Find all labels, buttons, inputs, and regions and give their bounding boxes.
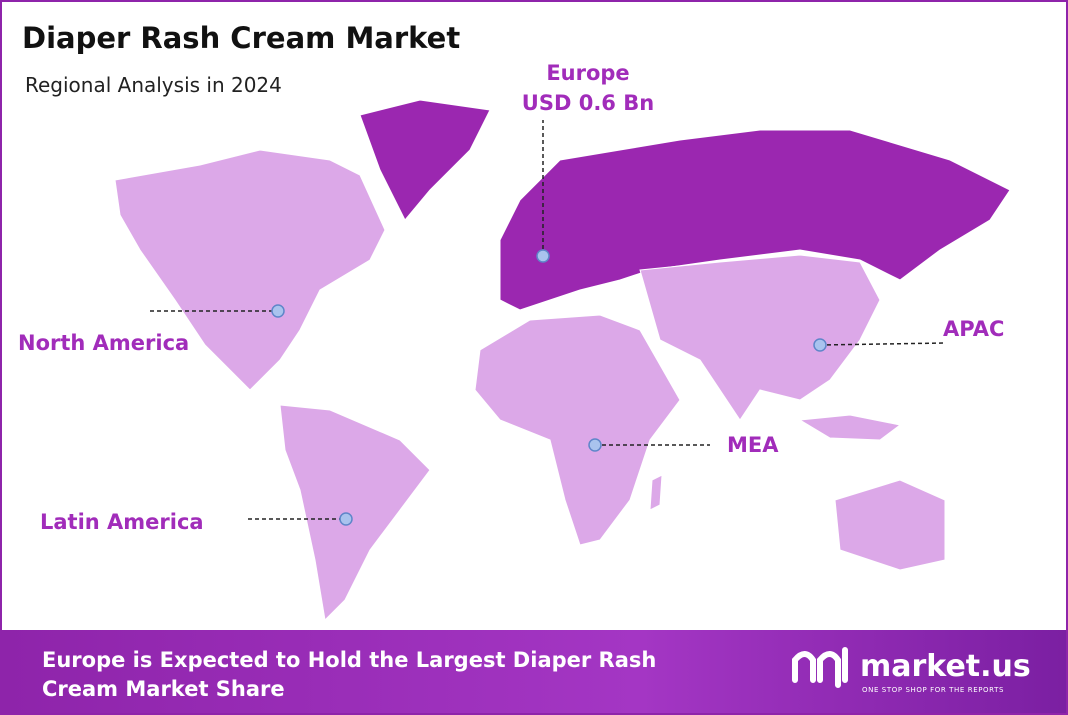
title: Diaper Rash Cream Market [22,21,460,55]
footer-band [2,630,1066,713]
region-value: USD 0.6 Bn [522,91,654,115]
logo: market.us ONE STOP SHOP FOR THE REPORTS [792,647,1031,694]
marker [813,338,827,352]
region-label: APAC [943,317,1004,341]
marker [536,249,550,263]
asia [639,254,881,421]
subtitle: Regional Analysis in 2024 [25,73,282,97]
madagascar [649,474,663,511]
footer-text: Europe is Expected to Hold the Largest D… [42,648,656,672]
footer-text: Cream Market Share [42,677,285,701]
leaders [150,120,946,526]
world-map [114,99,1011,622]
africa [474,314,681,546]
region-label: Europe [546,61,629,85]
indonesia [798,414,902,441]
region-label: MEA [727,433,779,457]
region-label: Latin America [40,510,204,534]
logo-icon [792,647,848,688]
north-america [114,149,386,391]
australia [834,479,946,571]
marker [588,438,602,452]
europe [499,129,1011,311]
logo-tagline: ONE STOP SHOP FOR THE REPORTS [862,686,1004,694]
logo-name: market.us [860,649,1031,684]
marker [271,304,285,318]
south-america [279,404,431,622]
region-label: North America [18,331,189,355]
greenland [359,99,491,221]
marker [339,512,353,526]
